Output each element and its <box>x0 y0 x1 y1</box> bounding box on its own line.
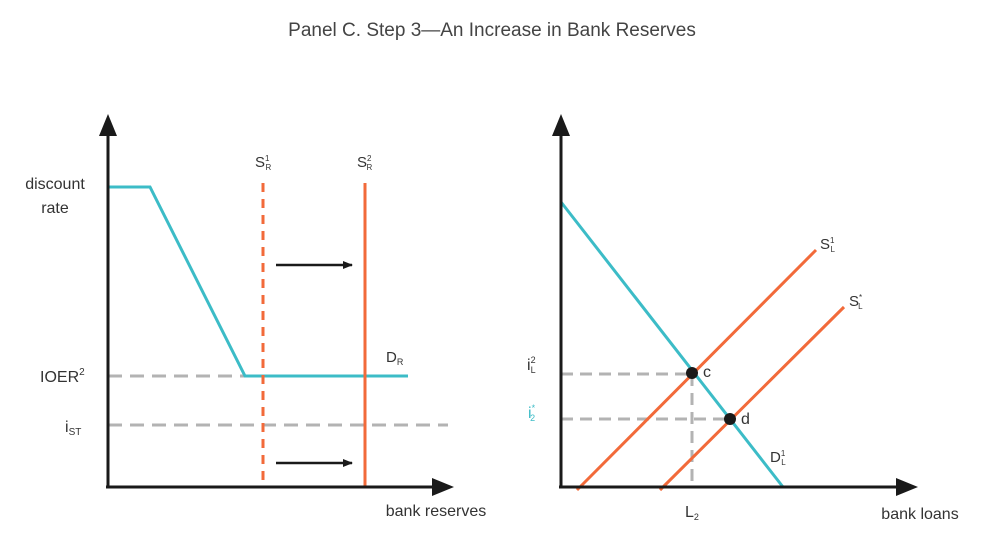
diagram-title: Panel C. Step 3—An Increase in Bank Rese… <box>288 20 696 41</box>
loan-demand-curve <box>559 201 785 488</box>
discount-rate-label-line1: discount <box>25 176 85 193</box>
loan-supply-star-curve <box>658 305 846 492</box>
bank-loans-axis-label: bank loans <box>881 506 958 523</box>
left-y-axis-arrowhead <box>99 114 117 136</box>
right-x-axis-arrowhead <box>896 478 918 496</box>
left-panel: discount rate IOER2 iST S1 R S2 R DR bank … <box>25 114 486 520</box>
equilibrium-point-d <box>724 413 736 425</box>
left-x-axis-arrowhead <box>432 478 454 496</box>
point-c-label: c <box>703 364 711 381</box>
reserve-demand-curve <box>108 185 408 378</box>
reserve-supply-2-label: S2 R <box>357 154 372 172</box>
l2-label: L2 <box>685 504 699 522</box>
ioer-label: IOER2 <box>40 367 85 386</box>
equilibrium-point-c <box>686 367 698 379</box>
right-panel: c d i2 L i* 2 S1 L S* L D1 L L2 bank loans <box>527 114 959 523</box>
right-y-axis-arrowhead <box>552 114 570 136</box>
reserve-supply-1-label: S1 R <box>255 154 271 172</box>
bank-reserves-axis-label: bank reserves <box>386 503 487 520</box>
i2-star-label: i* 2 <box>528 403 536 423</box>
discount-rate-label-line2: rate <box>41 200 69 217</box>
ist-label: iST <box>65 419 81 438</box>
reserve-demand-label: DR <box>386 349 404 367</box>
point-d-label: d <box>741 411 750 428</box>
loan-demand-label: D1 L <box>770 449 786 467</box>
i2-label: i2 L <box>527 355 536 375</box>
loan-supply-1-label: S1 L <box>820 236 835 254</box>
loan-supply-star-label: S* L <box>849 293 863 311</box>
